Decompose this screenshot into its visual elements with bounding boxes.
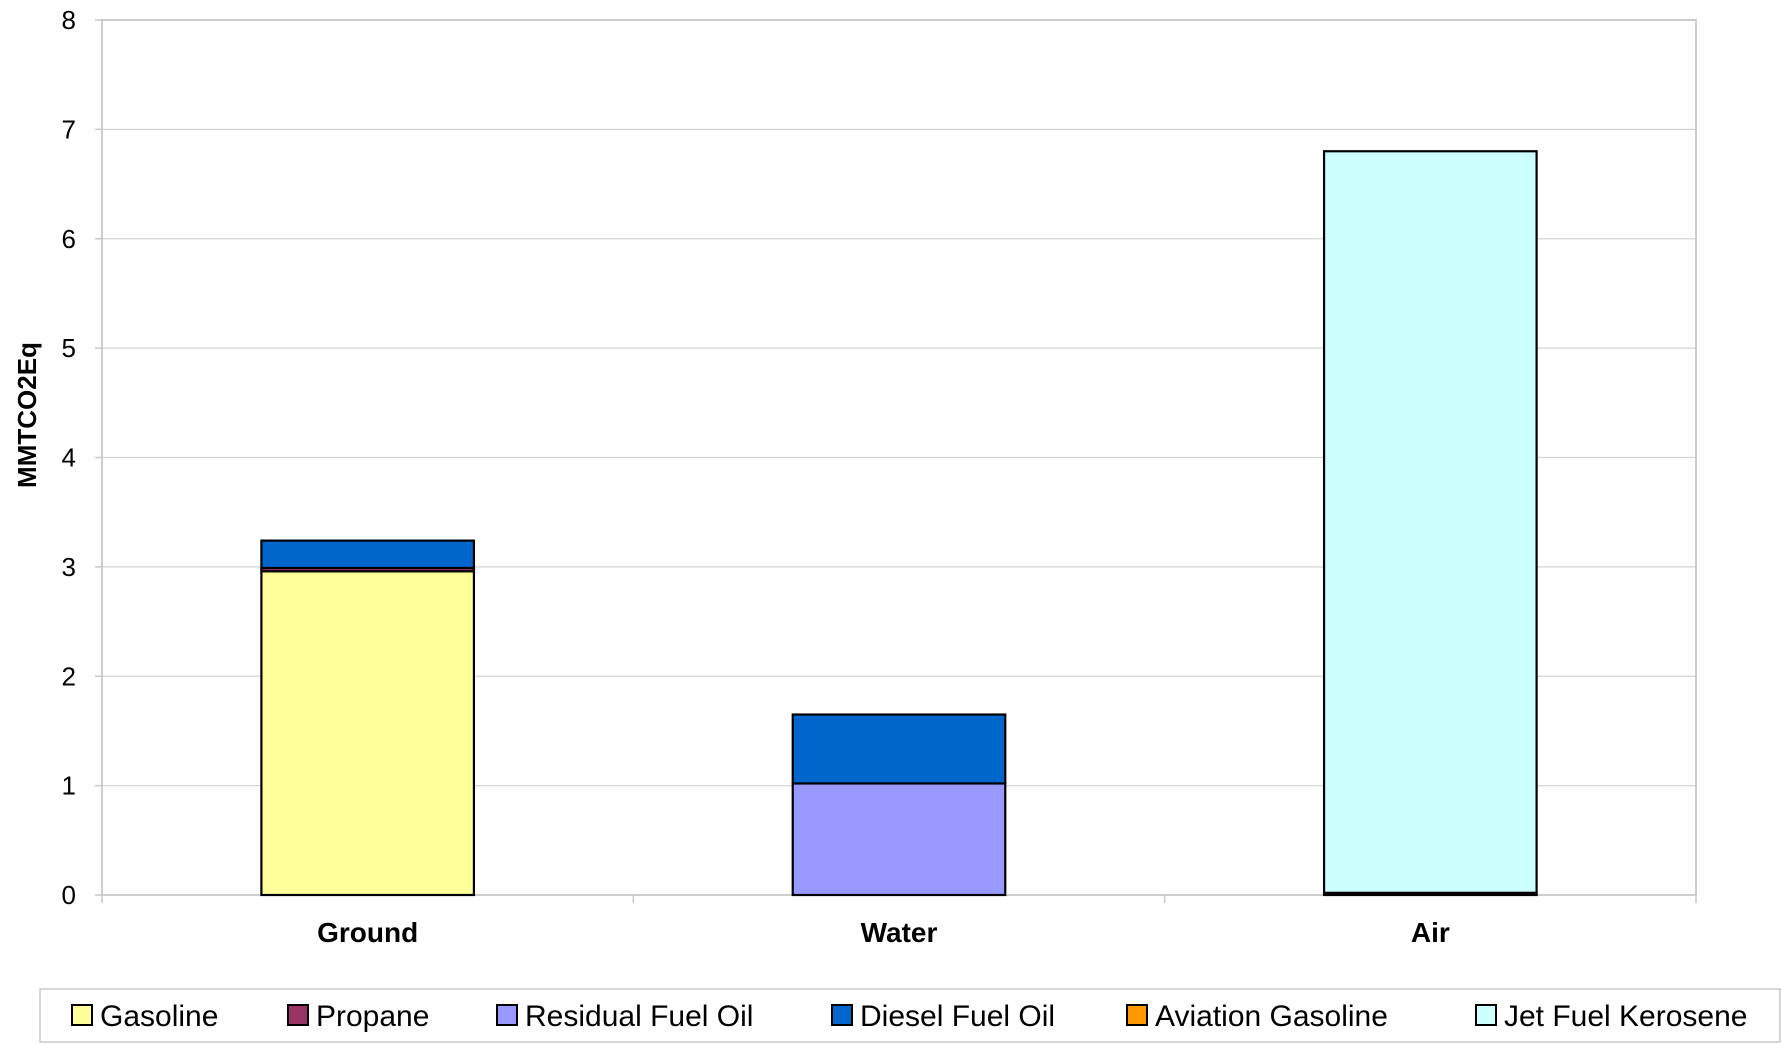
legend-label: Gasoline bbox=[100, 1000, 218, 1033]
bars bbox=[260, 150, 1538, 897]
y-axis-title: MMTCO2Eq bbox=[12, 342, 42, 488]
legend: Gasoline Propane Residual Fuel Oil Diesel F… bbox=[39, 988, 1781, 1043]
bar-segment-gasoline bbox=[260, 570, 476, 897]
legend-swatch bbox=[287, 1004, 309, 1026]
y-tick-labels: 0 1 2 3 4 5 6 7 8 bbox=[62, 5, 76, 910]
y-tick-label: 7 bbox=[62, 114, 76, 144]
legend-swatch bbox=[71, 1004, 93, 1026]
legend-label: Jet Fuel Kerosene bbox=[1504, 1000, 1747, 1033]
bar-segment-residual-fuel-oil bbox=[791, 782, 1007, 897]
y-tick-label: 1 bbox=[62, 771, 76, 801]
legend-swatch bbox=[1475, 1004, 1497, 1026]
x-category-label: Air bbox=[1411, 917, 1450, 948]
y-tick-label: 6 bbox=[62, 224, 76, 254]
x-category-label: Ground bbox=[317, 917, 418, 948]
legend-label: Aviation Gasoline bbox=[1155, 1000, 1388, 1033]
y-tick-label: 2 bbox=[62, 661, 76, 691]
y-tick-label: 5 bbox=[62, 333, 76, 363]
legend-swatch bbox=[831, 1004, 853, 1026]
bar-segment-diesel-fuel-oil bbox=[260, 539, 476, 570]
bar-segment-diesel-fuel-oil bbox=[791, 713, 1007, 785]
x-category-label: Water bbox=[861, 917, 938, 948]
legend-swatch bbox=[1126, 1004, 1148, 1026]
y-tick-label: 0 bbox=[62, 880, 76, 910]
legend-swatch bbox=[496, 1004, 518, 1026]
x-category-labels: Ground Water Air bbox=[317, 917, 1450, 948]
legend-label: Propane bbox=[316, 1000, 429, 1033]
bar-segment-jet-fuel-kerosene bbox=[1322, 150, 1538, 894]
y-tick-label: 3 bbox=[62, 552, 76, 582]
y-tick-label: 8 bbox=[62, 5, 76, 35]
legend-label: Residual Fuel Oil bbox=[525, 1000, 753, 1033]
y-tick-label: 4 bbox=[62, 443, 76, 473]
legend-label: Diesel Fuel Oil bbox=[860, 1000, 1055, 1033]
